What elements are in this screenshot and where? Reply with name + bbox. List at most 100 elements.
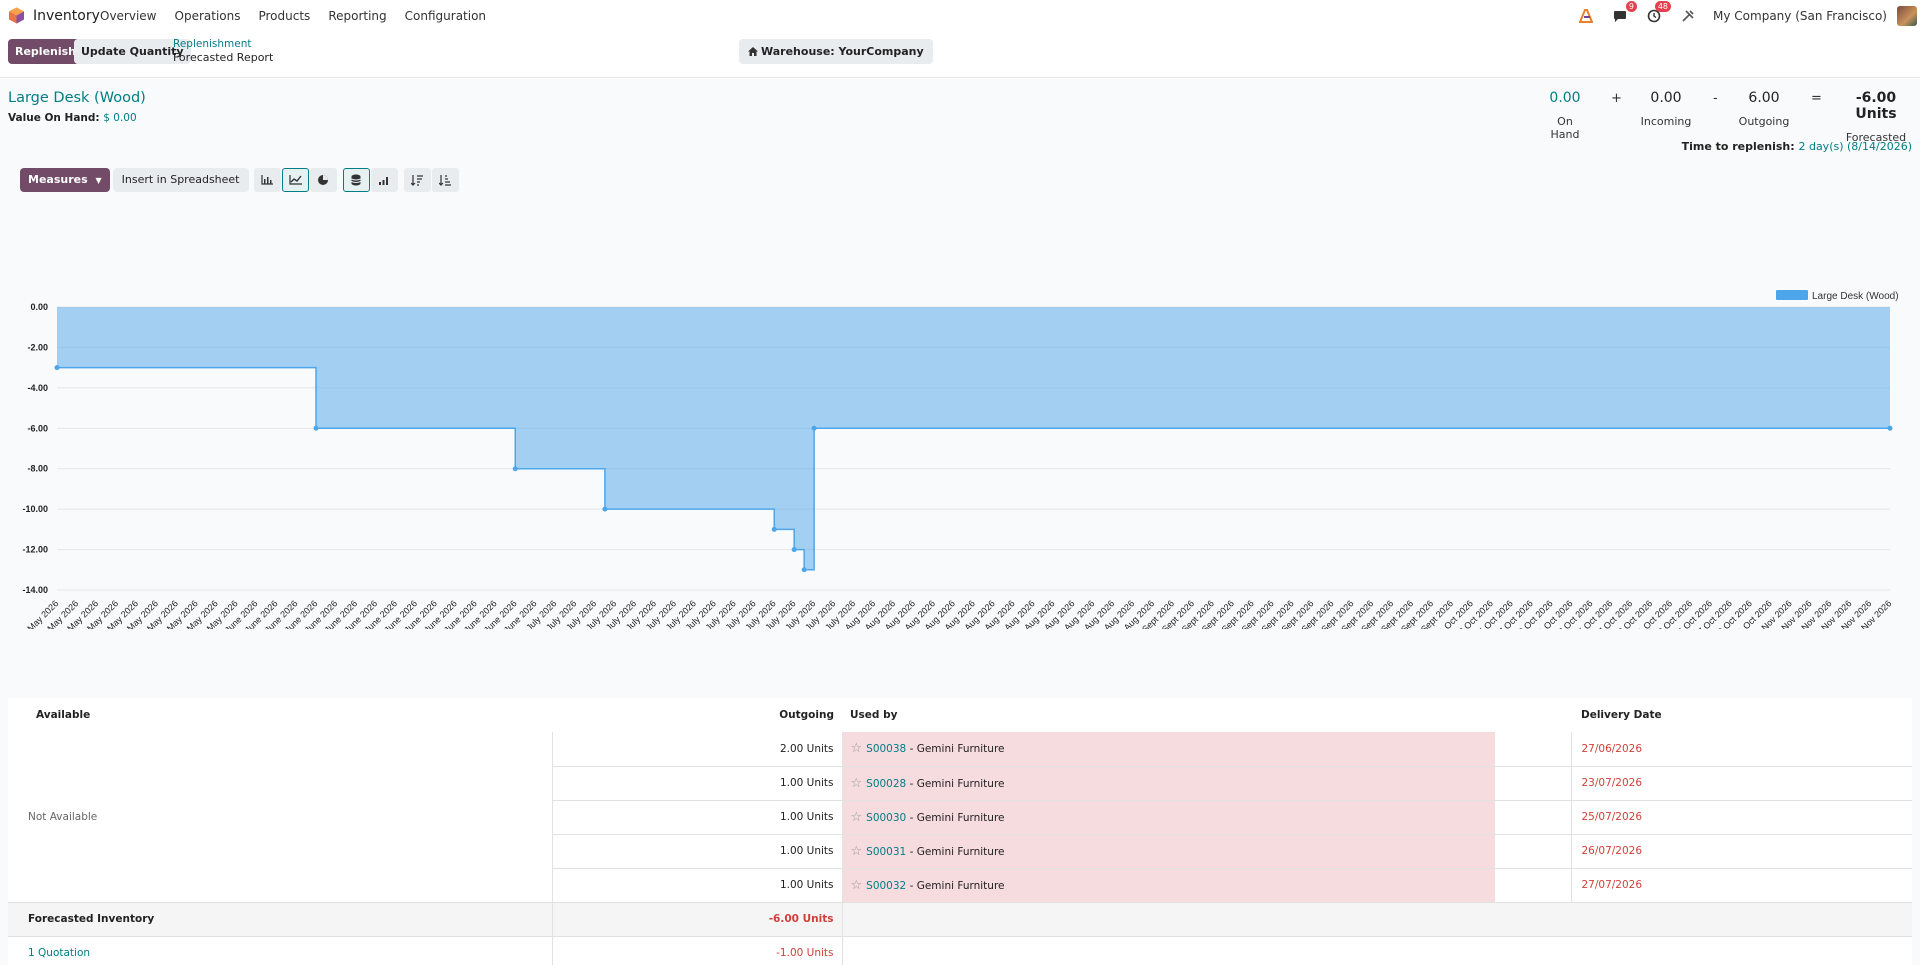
on-hand-value: 0.00 [1549,90,1581,106]
value-on-hand-amount: $ 0.00 [103,112,137,124]
not-available-cell: Not Available [8,732,553,903]
main-menu: Overview Operations Products Reporting C… [100,9,504,23]
outgoing-qty: 1.00 Units [552,800,842,835]
delivery-date: 27/07/2026 [1571,868,1912,903]
y-tick-label: -8.00 [27,464,48,474]
menu-configuration[interactable]: Configuration [404,9,487,23]
table-row: Not Available 2.00 Units ☆ S00038 - Gemin… [8,732,1912,903]
order-link[interactable]: S00038 [866,743,907,756]
used-by-cell: ☆ S00032 - Gemini Furniture [841,868,1495,903]
star-icon[interactable]: ☆ [850,843,863,859]
outgoing-qty: 1.00 Units [552,868,842,903]
table-row: 1.00 Units ☆ S00028 - Gemini Furniture 23… [8,766,1912,801]
forecasted-summary: -6.00 Units Forecasted [1836,90,1916,144]
order-link[interactable]: S00032 [866,879,907,892]
insert-spreadsheet-button[interactable]: Insert in Spreadsheet [112,168,249,192]
order-link[interactable]: S00030 [866,811,907,824]
y-tick-label: -14.00 [22,585,48,595]
systray: 9 48 My Company (San Francisco) [1577,0,1920,32]
replenish-button[interactable]: Replenish [8,39,84,64]
data-point [801,567,807,573]
outgoing-qty: 1.00 Units [552,834,842,869]
line-chart-icon[interactable] [281,168,309,192]
time-to-replenish: Time to replenish: 2 day(s) (8/14/2026) [1682,140,1912,153]
user-avatar[interactable] [1897,6,1917,26]
delivery-date: 26/07/2026 [1571,834,1912,869]
breadcrumb-replenishment[interactable]: Replenishment [173,38,252,50]
incoming-summary: 0.00 Incoming [1640,90,1692,128]
warehouse-label: Warehouse: YourCompany [761,45,924,58]
series-layer [54,307,1893,573]
plus-sign: + [1611,91,1622,106]
data-point [811,425,817,431]
activities-badge: 48 [1654,1,1672,12]
measures-label: Measures [28,173,88,186]
y-tick-label: -12.00 [22,545,48,555]
delivery-date: 27/06/2026 [1571,732,1912,767]
cumulative-icon[interactable] [370,168,398,192]
inventory-app-icon[interactable] [8,7,25,24]
forecast-chart: 0.00 -2.00 -4.00 -6.00 -8.00 -10.00 -12.00 -14.… [17,290,1899,629]
order-link[interactable]: S00028 [866,777,907,790]
data-point [313,425,319,431]
debug-tools-icon[interactable] [1679,7,1697,25]
used-by-cell: ☆ S00031 - Gemini Furniture [841,834,1495,869]
menu-products[interactable]: Products [258,9,311,23]
quotation-row: 1 Quotation -1.00 Units [8,936,1912,965]
menu-overview[interactable]: Overview [100,9,157,23]
stacked-icon[interactable] [342,168,370,192]
warehouse-filter-button[interactable]: Warehouse: YourCompany [739,39,933,64]
star-icon[interactable]: ☆ [850,741,863,757]
partner-name: - Gemini Furniture [906,845,1005,858]
legend-swatch [1776,290,1808,300]
outgoing-summary: 6.00 Outgoing [1738,90,1790,128]
star-icon[interactable]: ☆ [850,809,863,825]
quotation-link[interactable]: 1 Quotation [8,936,553,965]
sort-ascending-icon[interactable] [431,168,459,192]
y-tick-label: 0.00 [30,302,48,312]
update-quantity-button[interactable]: Update Quantity [74,39,191,64]
data-point [771,526,777,532]
forecasted-inventory-value: -6.00 Units [552,902,843,937]
legend-label: Large Desk (Wood) [1812,291,1899,302]
used-by-cell: ☆ S00030 - Gemini Furniture [841,800,1495,835]
company-switcher[interactable]: My Company (San Francisco) [1713,9,1887,23]
bar-chart-icon[interactable] [253,168,281,192]
table-header-row: Available Outgoing Used by Delivery Date [8,698,1912,732]
top-navbar: Inventory Overview Operations Products R… [0,0,1920,32]
table-row: 1.00 Units ☆ S00032 - Gemini Furniture 27… [8,868,1912,903]
series-line [57,366,1890,571]
time-to-replenish-value[interactable]: 2 day(s) (8/14/2026) [1798,140,1912,153]
incoming-value: 0.00 [1650,90,1682,106]
product-name-link[interactable]: Large Desk (Wood) [8,90,146,106]
data-point [791,547,797,553]
caret-down-icon: ▼ [95,176,102,185]
report-content: Large Desk (Wood) Value On Hand: $ 0.00 … [0,79,1920,965]
menu-reporting[interactable]: Reporting [328,9,387,23]
star-icon[interactable]: ☆ [850,775,863,791]
menu-operations[interactable]: Operations [174,9,241,23]
activities-icon[interactable]: 48 [1645,1,1672,25]
star-icon[interactable]: ☆ [850,877,863,893]
pie-chart-icon[interactable] [309,168,337,192]
chart-legend[interactable]: Large Desk (Wood) [1776,290,1899,302]
on-hand-label: On Hand [1550,115,1580,141]
value-on-hand: Value On Hand: $ 0.00 [8,112,137,124]
y-tick-label: -6.00 [27,423,48,433]
ai-assistant-icon[interactable] [1577,7,1595,25]
home-icon [748,40,758,65]
table-row: 1.00 Units ☆ S00030 - Gemini Furniture 25… [8,800,1912,835]
data-point [54,365,60,371]
incoming-label: Incoming [1640,115,1692,128]
header-outgoing: Outgoing [779,709,834,721]
app-name[interactable]: Inventory [33,8,100,24]
sort-descending-icon[interactable] [403,168,431,192]
messages-icon[interactable]: 9 [1611,1,1638,25]
graph-toolbar: Measures ▼ Insert in Spreadsheet [20,168,460,192]
breadcrumb-current: Forecasted Report [173,51,274,64]
measures-dropdown[interactable]: Measures ▼ [20,168,110,192]
order-link[interactable]: S00031 [866,845,907,858]
on-hand-summary[interactable]: 0.00 On Hand [1544,90,1586,141]
outgoing-qty: 1.00 Units [551,766,842,801]
